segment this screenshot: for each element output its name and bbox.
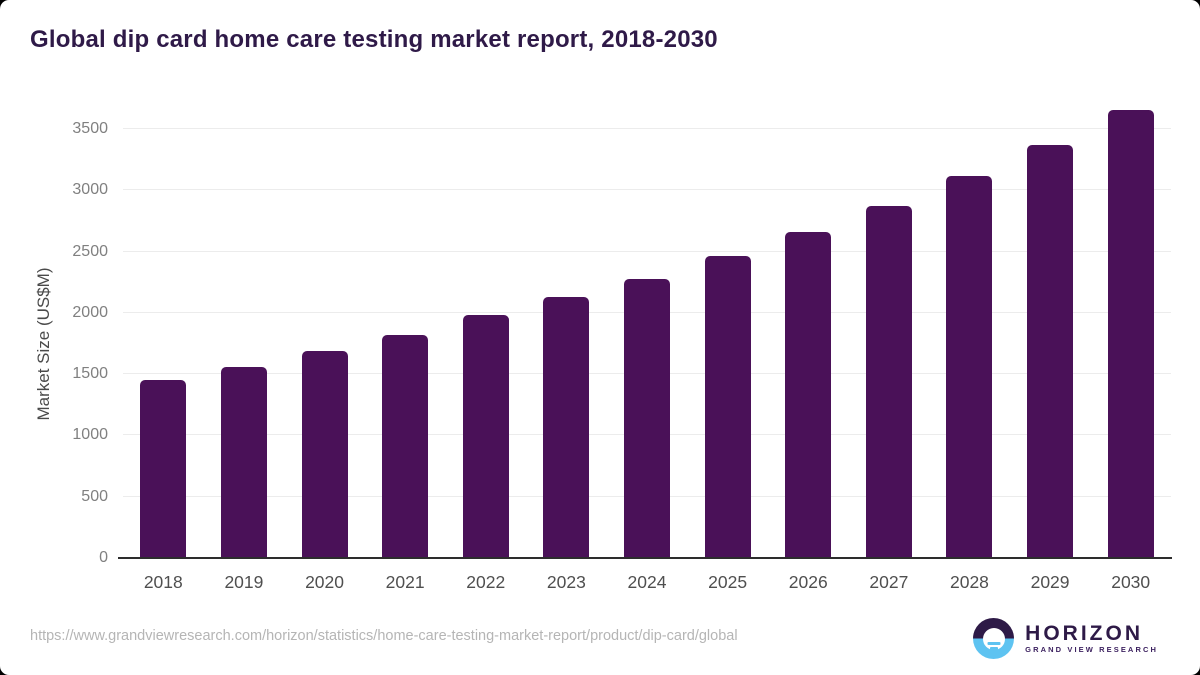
grid-line-2500 [123, 250, 1171, 252]
logo-brand-name: HORIZON [1025, 621, 1143, 645]
y-tick-label-1000: 1000 [72, 426, 108, 444]
y-axis-title: Market Size (US$M) [34, 267, 53, 421]
x-tick-label-2025: 2025 [708, 572, 748, 592]
bar-2024 [624, 278, 670, 558]
x-tick-label-2028: 2028 [949, 572, 989, 592]
y-tick-label-1500: 1500 [72, 365, 108, 383]
bar-2025 [704, 256, 751, 558]
grid-line-3000 [123, 189, 1171, 191]
bar-2028 [946, 176, 993, 558]
grid-line-3500 [123, 128, 1171, 129]
y-tick-label-3000: 3000 [72, 181, 108, 199]
x-tick-label-2019: 2019 [224, 572, 264, 592]
bar-2026 [785, 231, 832, 558]
x-tick-label-2023: 2023 [546, 572, 586, 592]
x-tick-label-2027: 2027 [869, 572, 909, 592]
bar-2030 [1107, 110, 1154, 558]
x-tick-label-2020: 2020 [305, 572, 344, 592]
bar-2020 [301, 350, 348, 558]
y-tick-label-2000: 2000 [72, 303, 108, 321]
bar-2029 [1027, 144, 1074, 558]
x-tick-label-2018: 2018 [143, 572, 183, 592]
bar-2022 [462, 315, 509, 558]
x-tick-label-2029: 2029 [1030, 572, 1070, 592]
bar-2023 [543, 296, 590, 558]
chart-title: Global dip card home care testing market… [30, 26, 718, 53]
y-tick-label-2500: 2500 [72, 242, 108, 260]
x-tick-label-2024: 2024 [627, 572, 667, 592]
brand-logo: HORIZON GRAND VIEW RESEARCH [973, 618, 1158, 659]
x-tick-label-2026: 2026 [788, 572, 828, 592]
source-url: https://www.grandviewresearch.com/horizo… [30, 628, 738, 644]
bar-2027 [865, 205, 912, 558]
bar-2021 [382, 334, 429, 558]
sun-reflection-stripe [989, 647, 998, 650]
x-tick-label-2021: 2021 [385, 572, 425, 592]
x-tick-label-2022: 2022 [466, 572, 506, 592]
logo-sub-brand: GRAND VIEW RESEARCH [1025, 644, 1158, 654]
bar-2018 [140, 380, 187, 558]
y-tick-label-3500: 3500 [72, 120, 108, 137]
horizon-sunset-circle-icon [973, 618, 1015, 659]
bar-2019 [220, 366, 267, 558]
x-tick-label-2030: 2030 [1111, 572, 1151, 592]
logo-text: HORIZON GRAND VIEW RESEARCH [1025, 621, 1158, 655]
sun-reflection-stripe [987, 642, 1001, 645]
plot-area [123, 110, 1171, 558]
x-axis-line [118, 557, 1172, 559]
y-tick-label-500: 500 [81, 487, 108, 505]
y-tick-label-0: 0 [99, 549, 108, 566]
